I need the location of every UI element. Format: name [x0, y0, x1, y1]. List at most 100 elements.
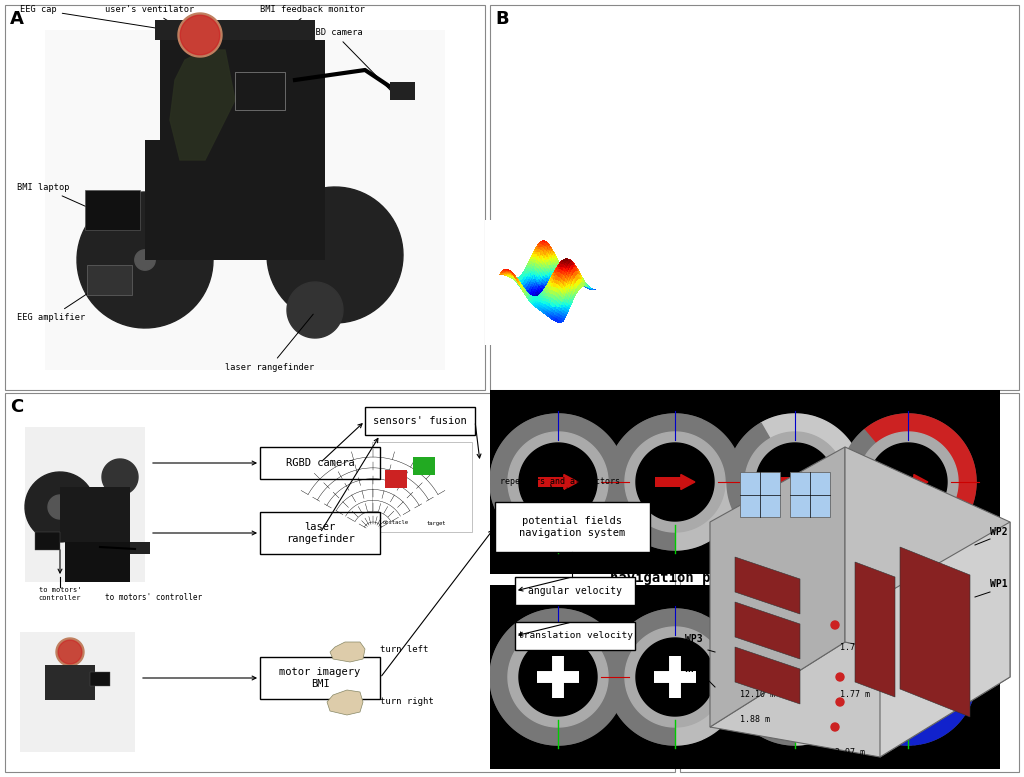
- Polygon shape: [840, 414, 976, 550]
- Polygon shape: [858, 627, 958, 727]
- Polygon shape: [636, 443, 714, 521]
- Polygon shape: [880, 522, 1010, 757]
- Bar: [60, 487, 130, 542]
- Polygon shape: [625, 432, 725, 532]
- Polygon shape: [745, 627, 845, 727]
- Polygon shape: [790, 472, 830, 517]
- Bar: [816, 390, 999, 573]
- Bar: [680, 393, 1019, 772]
- Polygon shape: [636, 638, 714, 716]
- Text: WP4: WP4: [685, 664, 702, 674]
- Polygon shape: [508, 432, 608, 532]
- Polygon shape: [745, 432, 845, 532]
- Bar: [703, 390, 887, 573]
- Text: C: C: [10, 398, 24, 416]
- Text: EEG cap: EEG cap: [20, 5, 198, 34]
- Polygon shape: [681, 475, 695, 490]
- Text: navigation protocol: navigation protocol: [610, 571, 770, 585]
- Text: turn left command
delivered: turn left command delivered: [910, 742, 989, 761]
- Polygon shape: [508, 432, 608, 532]
- Polygon shape: [287, 282, 343, 338]
- Polygon shape: [869, 638, 947, 716]
- Polygon shape: [727, 618, 795, 745]
- Polygon shape: [607, 609, 743, 745]
- Circle shape: [831, 723, 839, 731]
- Polygon shape: [756, 443, 834, 521]
- Text: WP1: WP1: [990, 579, 1008, 589]
- Bar: [816, 585, 999, 768]
- Text: 12.10 m: 12.10 m: [740, 690, 775, 699]
- Polygon shape: [490, 414, 626, 550]
- Polygon shape: [735, 602, 800, 659]
- Polygon shape: [844, 609, 972, 660]
- Bar: [260, 447, 380, 479]
- Polygon shape: [727, 414, 863, 550]
- Text: BMI feedback monitor: BMI feedback monitor: [257, 5, 365, 54]
- Polygon shape: [607, 414, 743, 550]
- Polygon shape: [900, 547, 970, 717]
- Bar: [85, 190, 140, 230]
- Bar: [515, 622, 635, 650]
- Bar: [655, 477, 681, 486]
- Polygon shape: [761, 414, 863, 550]
- Bar: [703, 585, 887, 768]
- Polygon shape: [490, 609, 626, 745]
- Polygon shape: [675, 482, 743, 550]
- Polygon shape: [710, 642, 1010, 757]
- Polygon shape: [77, 192, 213, 328]
- Text: RGBD camera: RGBD camera: [305, 28, 393, 93]
- Polygon shape: [508, 627, 608, 727]
- Polygon shape: [625, 432, 725, 532]
- Polygon shape: [178, 13, 222, 57]
- Polygon shape: [102, 459, 138, 495]
- Polygon shape: [519, 443, 597, 521]
- Text: user's ventilator: user's ventilator: [105, 5, 213, 48]
- Text: repellers and attractors
generation: repellers and attractors generation: [500, 477, 620, 497]
- Bar: [365, 407, 475, 435]
- Text: controller: controller: [39, 595, 81, 601]
- Bar: [466, 390, 650, 573]
- Bar: [87, 265, 132, 295]
- Bar: [385, 470, 407, 488]
- Polygon shape: [519, 638, 597, 716]
- Bar: [515, 577, 635, 605]
- Polygon shape: [745, 627, 845, 727]
- Bar: [538, 477, 564, 486]
- Text: sensors' fusion: sensors' fusion: [373, 416, 467, 426]
- Circle shape: [836, 698, 844, 706]
- Text: to motors' controller: to motors' controller: [105, 593, 202, 601]
- Polygon shape: [869, 443, 947, 521]
- Text: training protocol: training protocol: [649, 398, 792, 412]
- Polygon shape: [56, 638, 84, 666]
- Polygon shape: [170, 50, 234, 160]
- Polygon shape: [727, 423, 795, 550]
- Polygon shape: [858, 432, 958, 532]
- Text: D: D: [685, 398, 700, 416]
- Text: 7.12 m: 7.12 m: [910, 748, 940, 757]
- Polygon shape: [735, 557, 800, 614]
- Polygon shape: [490, 609, 626, 745]
- Circle shape: [831, 621, 839, 629]
- Polygon shape: [508, 627, 608, 727]
- Polygon shape: [519, 638, 597, 716]
- Text: EEG amplifier: EEG amplifier: [17, 284, 102, 322]
- Polygon shape: [490, 414, 626, 550]
- Bar: [373, 520, 381, 526]
- Polygon shape: [330, 642, 365, 662]
- Bar: [495, 502, 650, 552]
- Text: WP3: WP3: [685, 634, 702, 644]
- Polygon shape: [801, 475, 815, 490]
- Polygon shape: [625, 432, 725, 532]
- Polygon shape: [327, 690, 362, 715]
- Polygon shape: [508, 432, 608, 532]
- Polygon shape: [508, 627, 608, 727]
- Polygon shape: [840, 653, 976, 745]
- Polygon shape: [675, 677, 743, 745]
- Bar: [413, 457, 435, 475]
- Bar: [584, 585, 767, 768]
- Text: BMI laptop: BMI laptop: [17, 183, 102, 214]
- Bar: [45, 665, 95, 700]
- Polygon shape: [267, 187, 403, 323]
- Polygon shape: [607, 414, 743, 550]
- Bar: [466, 585, 650, 768]
